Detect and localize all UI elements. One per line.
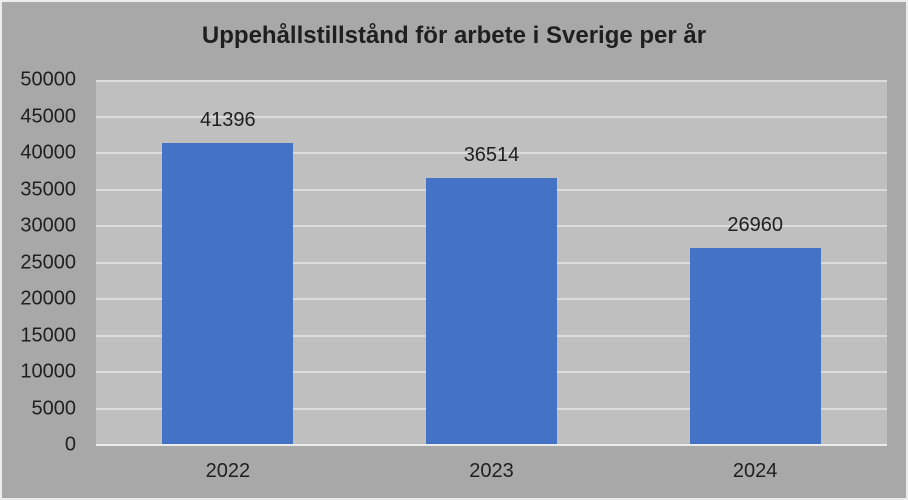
bar-2022[interactable]: [162, 143, 294, 445]
x-axis-line: [96, 444, 887, 446]
chart-title: Uppehållstillstånd för arbete i Sverige …: [201, 22, 707, 49]
gridline: [96, 152, 887, 154]
gridline: [96, 115, 887, 118]
x-axis-tick-label-2023: 2023: [469, 460, 514, 482]
bar-2023[interactable]: [426, 178, 557, 445]
plot-area: 41396 36514 26960: [96, 80, 887, 446]
y-axis: 0 5000 10000 15000 20000 25000 30000 35000 40000…: [2, 69, 77, 456]
y-axis-tick-label: 5000: [31, 397, 77, 419]
x-axis-tick-label-2024: 2024: [732, 460, 778, 482]
y-axis-tick-label: 35000: [20, 178, 76, 200]
y-axis-tick-label: 45000: [20, 105, 76, 127]
gridline: [96, 80, 887, 82]
x-axis: 2022 2023 2024: [96, 445, 887, 490]
data-label-2022: 41396: [200, 109, 256, 131]
x-axis-tick-label-2022: 2022: [205, 460, 251, 482]
y-axis-tick-label: 20000: [20, 287, 76, 310]
y-axis-tick-label: 30000: [20, 214, 76, 237]
bar-2024[interactable]: [689, 248, 821, 445]
y-axis-tick-label: 15000: [20, 324, 76, 346]
y-axis-tick-label: 25000: [20, 251, 76, 273]
y-axis-tick-label: 40000: [20, 141, 76, 164]
data-label-2023: 36514: [463, 144, 520, 166]
y-axis-tick-label: 50000: [20, 68, 76, 91]
y-axis-tick-label: 0: [64, 433, 76, 456]
data-label-2024: 26960: [727, 214, 783, 236]
y-axis-tick-label: 10000: [20, 360, 76, 383]
